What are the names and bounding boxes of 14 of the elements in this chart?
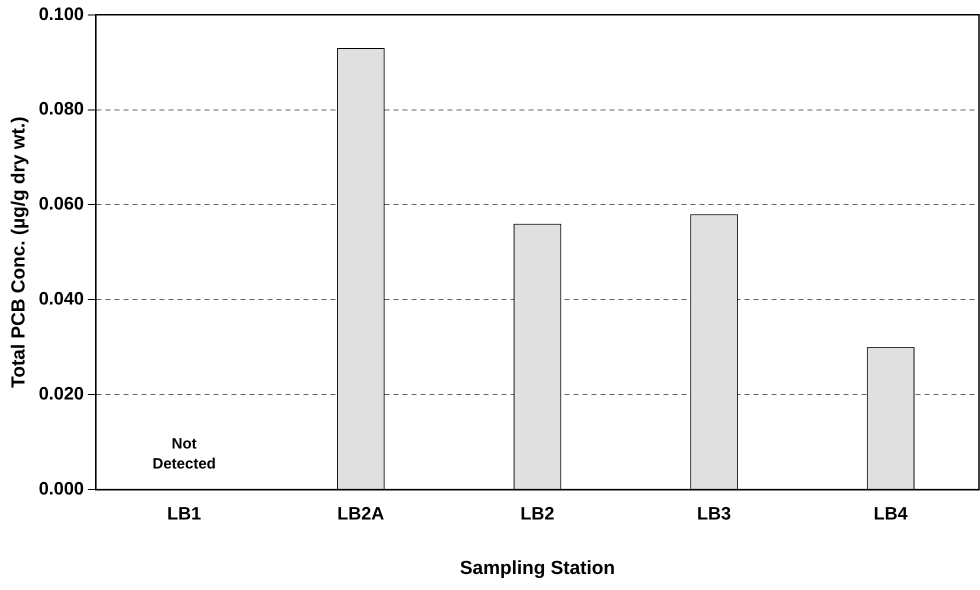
y-tick-label: 0.000 bbox=[38, 478, 84, 499]
x-tick-label: LB1 bbox=[167, 503, 202, 524]
y-axis-title: Total PCB Conc. (µg/g dry wt.) bbox=[8, 116, 30, 388]
x-tick-label: LB2 bbox=[520, 503, 554, 524]
y-tick-label: 0.040 bbox=[38, 288, 84, 309]
y-tick-label: 0.060 bbox=[38, 194, 84, 214]
x-tick-label: LB2A bbox=[337, 503, 384, 524]
annotation: Not Detected bbox=[152, 436, 216, 473]
y-tick-label: 0.100 bbox=[38, 4, 84, 24]
y-tick-label: 0.080 bbox=[38, 98, 84, 119]
x-axis-title: Sampling Station bbox=[460, 558, 616, 579]
x-tick-label: LB3 bbox=[697, 503, 732, 524]
y-tick-label: 0.020 bbox=[38, 384, 84, 404]
x-tick-label: LB4 bbox=[874, 503, 908, 524]
